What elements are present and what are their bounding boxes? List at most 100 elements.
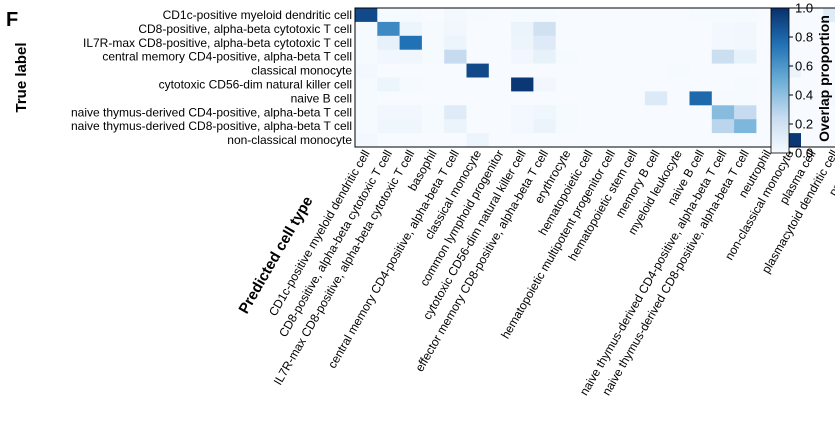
heatmap-cell — [734, 133, 757, 148]
heatmap-cell — [399, 77, 423, 92]
heatmap-cell — [488, 21, 512, 37]
colorbar-tick-label: 0.0 — [795, 146, 813, 161]
heatmap-cell — [555, 49, 579, 64]
heatmap-cell — [399, 21, 423, 37]
heatmap-cell — [533, 133, 556, 148]
heatmap-cell — [600, 119, 623, 134]
heatmap-cell — [533, 8, 556, 23]
heatmap-cell — [801, 119, 824, 134]
heatmap-cell — [823, 8, 835, 23]
heatmap-cell — [377, 91, 400, 106]
colorbar-tick-label: 0.8 — [795, 30, 813, 45]
heatmap-cell — [444, 77, 467, 92]
heatmap-cell — [511, 35, 534, 50]
heatmap-cell — [711, 35, 735, 50]
heatmap-cell — [511, 91, 534, 106]
heatmap-cell — [399, 35, 423, 50]
heatmap-cell — [823, 119, 835, 134]
heatmap-cell — [555, 8, 579, 23]
heatmap-cell — [622, 133, 646, 148]
heatmap-cell — [578, 63, 601, 78]
heatmap-cell — [533, 105, 556, 120]
colorbar-ticks: 0.0 0.2 0.4 0.6 0.8 1.0 — [789, 1, 813, 161]
heatmap-cell — [711, 21, 735, 37]
heatmap-cell — [488, 119, 512, 134]
heatmap-cell — [734, 21, 757, 37]
heatmap-cell — [823, 91, 835, 106]
heatmap-cell — [801, 77, 824, 92]
heatmap-cell — [511, 119, 534, 134]
heatmap-cell — [622, 49, 646, 64]
heatmap-cell — [511, 21, 534, 37]
heatmap-cell — [377, 21, 400, 37]
heatmap-cell — [600, 35, 623, 50]
heatmap-cell — [689, 49, 713, 64]
heatmap-cell — [355, 63, 378, 78]
heatmap-cell — [421, 105, 445, 120]
heatmap-cell — [377, 8, 400, 23]
heatmap-cell — [622, 35, 646, 50]
heatmap-cell — [555, 91, 579, 106]
heatmap-cell — [644, 77, 668, 92]
row-label: CD8-positive, alpha-beta cytotoxic T cel… — [138, 22, 352, 36]
heatmap-cell — [644, 119, 668, 134]
heatmap-cell — [511, 49, 534, 64]
heatmap-cell — [511, 8, 534, 23]
heatmap-cell — [734, 77, 757, 92]
heatmap-cell — [667, 49, 690, 64]
heatmap-cell — [578, 133, 601, 148]
heatmap-cell — [488, 105, 512, 120]
row-label: IL7R-max CD8-positive, alpha-beta cytoto… — [83, 36, 352, 50]
heatmap-cell — [734, 105, 757, 120]
heatmap-cell — [667, 105, 690, 120]
heatmap-cell — [421, 119, 445, 134]
heatmap-cell — [355, 77, 378, 92]
heatmap-cell — [667, 21, 690, 37]
heatmap-cell — [533, 35, 556, 50]
heatmap-cell — [466, 49, 490, 64]
heatmap-cell — [488, 133, 512, 148]
heatmap-cell — [466, 35, 490, 50]
row-label: cytotoxic CD56-dim natural killer cell — [159, 77, 352, 91]
heatmap-cell — [600, 49, 623, 64]
heatmap-cell — [734, 35, 757, 50]
heatmap-cell — [578, 21, 601, 37]
heatmap-cell — [377, 133, 400, 148]
heatmap-cell — [667, 8, 690, 23]
heatmap-cell — [644, 63, 668, 78]
heatmap-cell — [801, 49, 824, 64]
heatmap-cell — [355, 21, 378, 37]
heatmap-cell — [533, 91, 556, 106]
heatmap-cell — [421, 133, 445, 148]
heatmap-cell — [711, 8, 735, 23]
heatmap-cell — [466, 21, 490, 37]
y-axis-title: True label — [13, 42, 30, 112]
heatmap-cell — [355, 105, 378, 120]
heatmap-cell — [689, 35, 713, 50]
heatmap-cell — [667, 63, 690, 78]
heatmap-cell — [511, 77, 534, 92]
row-label: central memory CD4-positive, alpha-beta … — [102, 50, 352, 64]
heatmap-cell — [622, 8, 646, 23]
colorbar-tick-label: 1.0 — [795, 1, 813, 16]
heatmap-cell — [533, 21, 556, 37]
row-label: CD1c-positive myeloid dendritic cell — [163, 8, 352, 22]
heatmap-cell — [734, 63, 757, 78]
heatmap-cell — [600, 105, 623, 120]
column-label: CD8-positive, alpha-beta cytotoxic T cel… — [276, 148, 395, 340]
heatmap-cell — [533, 77, 556, 92]
colorbar-tick-label: 0.2 — [795, 117, 813, 132]
heatmap-cell — [444, 119, 467, 134]
heatmap-cell — [555, 133, 579, 148]
heatmap-cell — [444, 133, 467, 148]
heatmap-cell — [444, 91, 467, 106]
heatmap-cell — [399, 133, 423, 148]
heatmap-cell — [421, 63, 445, 78]
heatmap-cell — [667, 77, 690, 92]
heatmap-cell — [399, 8, 423, 23]
heatmap-cell — [622, 91, 646, 106]
heatmap-cell — [667, 91, 690, 106]
heatmap-cell — [578, 49, 601, 64]
heatmap-cell — [421, 77, 445, 92]
